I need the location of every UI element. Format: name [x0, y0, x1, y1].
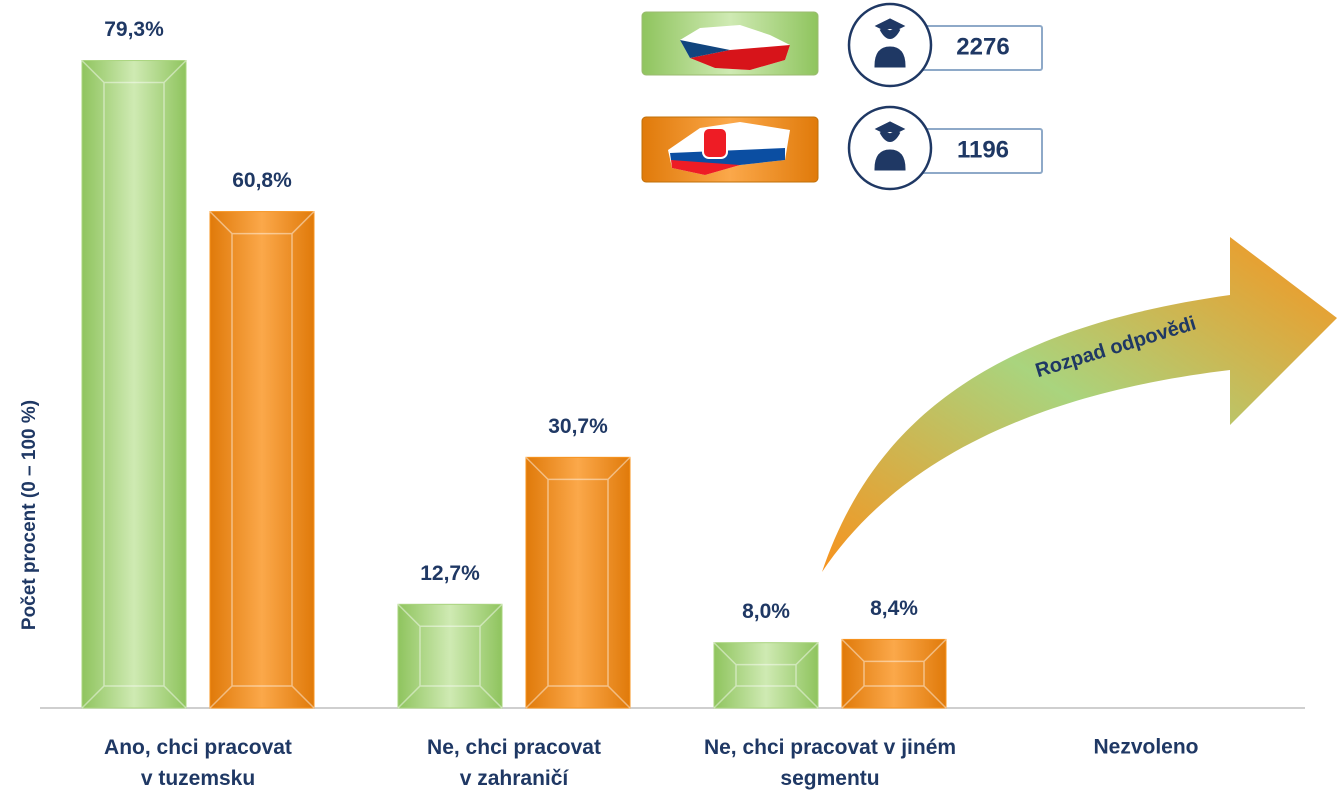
bar	[209, 211, 315, 709]
x-tick-label: Nezvoleno	[1093, 736, 1198, 759]
bar	[841, 638, 947, 709]
graduate-icon	[874, 18, 906, 68]
bar	[713, 642, 819, 709]
cz-map-red	[690, 45, 790, 70]
legend-count: 2276	[956, 33, 1009, 60]
value-label: 30,7%	[548, 415, 608, 438]
value-label: 8,4%	[870, 597, 918, 620]
bar	[525, 456, 631, 709]
legend-count: 1196	[957, 136, 1009, 163]
bar-bevel	[397, 603, 503, 709]
value-label: 8,0%	[742, 600, 790, 623]
value-label: 12,7%	[420, 562, 480, 585]
y-axis-label: Počet procent (0 – 100 %)	[19, 400, 40, 630]
icon-circle	[847, 105, 933, 191]
icon-circle	[847, 2, 933, 88]
x-tick-label: Ne, chci pracovat v jiném segmentu	[704, 736, 956, 790]
x-tick-label: Ne, chci pracovat v zahraničí	[427, 736, 601, 790]
bar-bevel	[841, 638, 947, 709]
bar-bevel	[713, 642, 819, 709]
value-label: 79,3%	[104, 18, 164, 41]
bar-bevel	[525, 456, 631, 709]
x-tick-label: Ano, chci pracovat v tuzemsku	[104, 736, 292, 790]
graduate-icon	[874, 121, 906, 171]
bar	[397, 603, 503, 709]
cz-map-blue	[680, 40, 730, 58]
bar	[81, 60, 187, 709]
legend	[641, 11, 819, 183]
sk-map-red	[671, 160, 740, 175]
sk-emblem	[702, 127, 728, 159]
value-label: 60,8%	[232, 169, 292, 192]
bar-bevel	[209, 211, 315, 709]
arrow	[822, 237, 1337, 572]
bar-bevel	[81, 60, 187, 709]
